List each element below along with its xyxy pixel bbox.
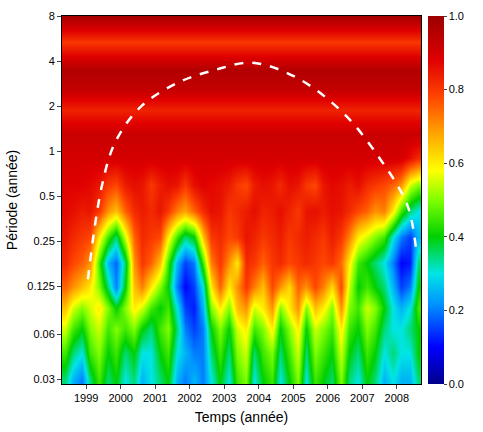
svg-text:2007: 2007 bbox=[350, 392, 374, 404]
svg-text:8: 8 bbox=[49, 10, 55, 22]
svg-text:2000: 2000 bbox=[108, 392, 132, 404]
svg-text:0.03: 0.03 bbox=[33, 373, 54, 385]
svg-text:2004: 2004 bbox=[247, 392, 271, 404]
svg-text:2003: 2003 bbox=[212, 392, 236, 404]
svg-text:2006: 2006 bbox=[316, 392, 340, 404]
svg-text:0.8: 0.8 bbox=[449, 83, 464, 95]
svg-text:2005: 2005 bbox=[281, 392, 305, 404]
svg-text:0.6: 0.6 bbox=[449, 157, 464, 169]
svg-text:1.0: 1.0 bbox=[449, 10, 464, 22]
svg-text:0.125: 0.125 bbox=[27, 280, 55, 292]
svg-text:4: 4 bbox=[49, 55, 55, 67]
svg-text:Période (année): Période (année) bbox=[4, 150, 20, 250]
svg-text:1999: 1999 bbox=[74, 392, 98, 404]
svg-text:2008: 2008 bbox=[385, 392, 409, 404]
svg-text:2: 2 bbox=[49, 100, 55, 112]
svg-text:0.5: 0.5 bbox=[40, 190, 55, 202]
svg-text:0.0: 0.0 bbox=[449, 378, 464, 390]
svg-text:0.25: 0.25 bbox=[33, 235, 54, 247]
svg-text:0.2: 0.2 bbox=[449, 304, 464, 316]
svg-text:2002: 2002 bbox=[177, 392, 201, 404]
svg-text:0.06: 0.06 bbox=[33, 328, 54, 340]
svg-text:Temps (année): Temps (année) bbox=[195, 409, 288, 425]
svg-text:1: 1 bbox=[49, 145, 55, 157]
svg-text:0.4: 0.4 bbox=[449, 231, 464, 243]
svg-text:2001: 2001 bbox=[143, 392, 167, 404]
